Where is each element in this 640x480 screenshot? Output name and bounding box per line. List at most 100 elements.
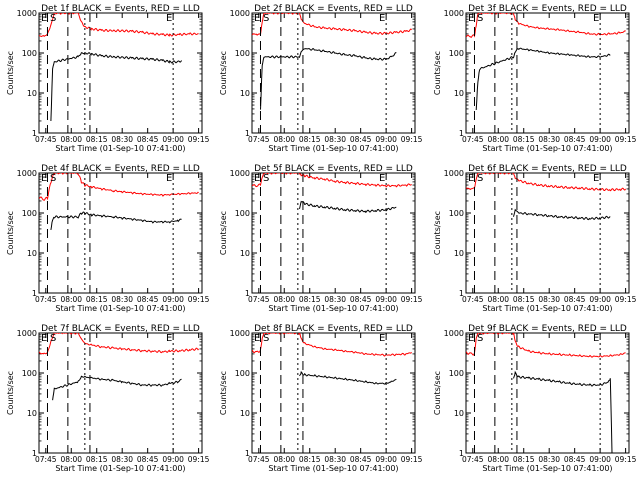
y-tick-label: 1 bbox=[459, 289, 464, 298]
y-tick-label: 1 bbox=[245, 129, 250, 138]
x-tick-label: 09:00 bbox=[162, 135, 184, 144]
chart-panel: Det 4f BLACK = Events, RED = LLD 1 10 100 10… bbox=[6, 164, 210, 313]
plot-frame bbox=[38, 172, 203, 294]
series-line bbox=[252, 333, 412, 357]
y-axis-label: Counts/sec bbox=[219, 371, 228, 415]
chart-title: Det 1f BLACK = Events, RED = LLD bbox=[41, 4, 200, 14]
x-tick-label: 08:45 bbox=[137, 135, 159, 144]
event-annotation: E bbox=[254, 13, 260, 24]
x-tick-label: 09:15 bbox=[401, 135, 423, 144]
y-tick-label: 1000 bbox=[444, 329, 464, 338]
y-tick-label: 100 bbox=[22, 369, 37, 378]
x-tick-label: 08:30 bbox=[111, 455, 133, 464]
y-tick-label: 100 bbox=[449, 209, 464, 218]
x-tick-label: 07:45 bbox=[35, 295, 57, 304]
x-tick-label: 08:15 bbox=[299, 135, 321, 144]
x-tick-label: 09:15 bbox=[188, 295, 210, 304]
x-tick-label: 08:45 bbox=[564, 135, 586, 144]
x-tick-label: 07:45 bbox=[248, 135, 270, 144]
y-tick-label: 10 bbox=[27, 89, 37, 98]
x-axis-label: Start Time (01-Sep-10 07:41:00) bbox=[482, 304, 612, 313]
chart-title: Det 9f BLACK = Events, RED = LLD bbox=[468, 324, 627, 334]
x-tick-label: 08:45 bbox=[350, 455, 372, 464]
event-annotation: E bbox=[166, 333, 172, 344]
chart-title: Det 4f BLACK = Events, RED = LLD bbox=[41, 164, 200, 174]
y-axis-label: Counts/sec bbox=[6, 371, 15, 415]
y-tick-label: 1000 bbox=[17, 9, 37, 18]
chart-panel: Det 3f BLACK = Events, RED = LLD 1 10 100 10… bbox=[433, 4, 637, 153]
plot-frame bbox=[465, 12, 630, 134]
x-tick-label: 08:15 bbox=[513, 455, 535, 464]
x-tick-label: 09:15 bbox=[401, 295, 423, 304]
x-tick-label: 07:45 bbox=[462, 455, 484, 464]
x-tick-label: 07:45 bbox=[35, 135, 57, 144]
event-annotation: E bbox=[254, 173, 260, 184]
event-annotation: S bbox=[50, 173, 56, 184]
x-tick-label: 08:15 bbox=[86, 455, 108, 464]
event-annotation: E bbox=[593, 13, 599, 24]
y-tick-label: 1000 bbox=[230, 329, 250, 338]
x-tick-label: 08:30 bbox=[111, 295, 133, 304]
event-annotation: E bbox=[593, 333, 599, 344]
y-tick-label: 1000 bbox=[444, 9, 464, 18]
chart-panel: Det 1f BLACK = Events, RED = LLD 1 10 100 10… bbox=[6, 4, 210, 153]
y-tick-label: 10 bbox=[240, 249, 250, 258]
x-tick-label: 08:00 bbox=[60, 295, 82, 304]
event-annotation: S bbox=[50, 333, 56, 344]
chart-panel: Det 9f BLACK = Events, RED = LLD 1 10 100 10… bbox=[433, 324, 637, 473]
series-line bbox=[39, 173, 199, 201]
x-tick-label: 08:45 bbox=[350, 135, 372, 144]
event-annotation: S bbox=[477, 13, 483, 24]
x-tick-label: 09:00 bbox=[589, 455, 611, 464]
series-line bbox=[39, 333, 199, 355]
plot-frame bbox=[251, 172, 416, 294]
chart-title: Det 3f BLACK = Events, RED = LLD bbox=[468, 4, 627, 14]
y-tick-label: 10 bbox=[27, 249, 37, 258]
x-tick-label: 08:00 bbox=[60, 455, 82, 464]
y-tick-label: 100 bbox=[449, 369, 464, 378]
y-tick-label: 1000 bbox=[17, 329, 37, 338]
y-axis-label: Counts/sec bbox=[433, 371, 442, 415]
y-tick-label: 1 bbox=[459, 129, 464, 138]
x-tick-label: 08:15 bbox=[513, 135, 535, 144]
event-annotation: E bbox=[379, 173, 385, 184]
y-tick-label: 10 bbox=[454, 89, 464, 98]
series-line bbox=[260, 48, 397, 110]
event-annotation: E bbox=[468, 173, 474, 184]
series-line bbox=[466, 13, 626, 39]
x-tick-label: 09:15 bbox=[615, 135, 637, 144]
event-annotation: E bbox=[41, 333, 47, 344]
event-annotation: E bbox=[41, 173, 47, 184]
x-tick-label: 08:45 bbox=[564, 295, 586, 304]
x-tick-label: 09:00 bbox=[162, 455, 184, 464]
plot-frame bbox=[465, 332, 630, 454]
event-annotation: E bbox=[379, 333, 385, 344]
x-tick-label: 08:30 bbox=[324, 455, 346, 464]
x-tick-label: 08:30 bbox=[111, 135, 133, 144]
chart-title: Det 6f BLACK = Events, RED = LLD bbox=[468, 164, 627, 174]
y-tick-label: 100 bbox=[235, 209, 250, 218]
x-tick-label: 08:00 bbox=[273, 135, 295, 144]
chart-title: Det 8f BLACK = Events, RED = LLD bbox=[254, 324, 413, 334]
series-line bbox=[252, 173, 412, 188]
series-line bbox=[252, 13, 412, 36]
x-tick-label: 07:45 bbox=[248, 295, 270, 304]
x-tick-label: 08:15 bbox=[299, 295, 321, 304]
x-tick-label: 08:15 bbox=[299, 455, 321, 464]
y-tick-label: 1000 bbox=[444, 169, 464, 178]
x-tick-label: 09:15 bbox=[188, 135, 210, 144]
x-tick-label: 08:00 bbox=[487, 295, 509, 304]
chart-panel: Det 7f BLACK = Events, RED = LLD 1 10 100 10… bbox=[6, 324, 210, 473]
series-line bbox=[50, 52, 183, 122]
series-line bbox=[466, 173, 627, 192]
y-tick-label: 100 bbox=[22, 49, 37, 58]
y-axis-label: Counts/sec bbox=[433, 51, 442, 95]
x-tick-label: 08:45 bbox=[564, 455, 586, 464]
chart-title: Det 2f BLACK = Events, RED = LLD bbox=[254, 4, 413, 14]
y-axis-label: Counts/sec bbox=[6, 51, 15, 95]
chart-panel: Det 6f BLACK = Events, RED = LLD 1 10 100 10… bbox=[433, 164, 637, 313]
y-tick-label: 100 bbox=[235, 369, 250, 378]
series-line bbox=[466, 333, 626, 358]
x-tick-label: 09:15 bbox=[615, 455, 637, 464]
x-tick-label: 09:00 bbox=[375, 135, 397, 144]
